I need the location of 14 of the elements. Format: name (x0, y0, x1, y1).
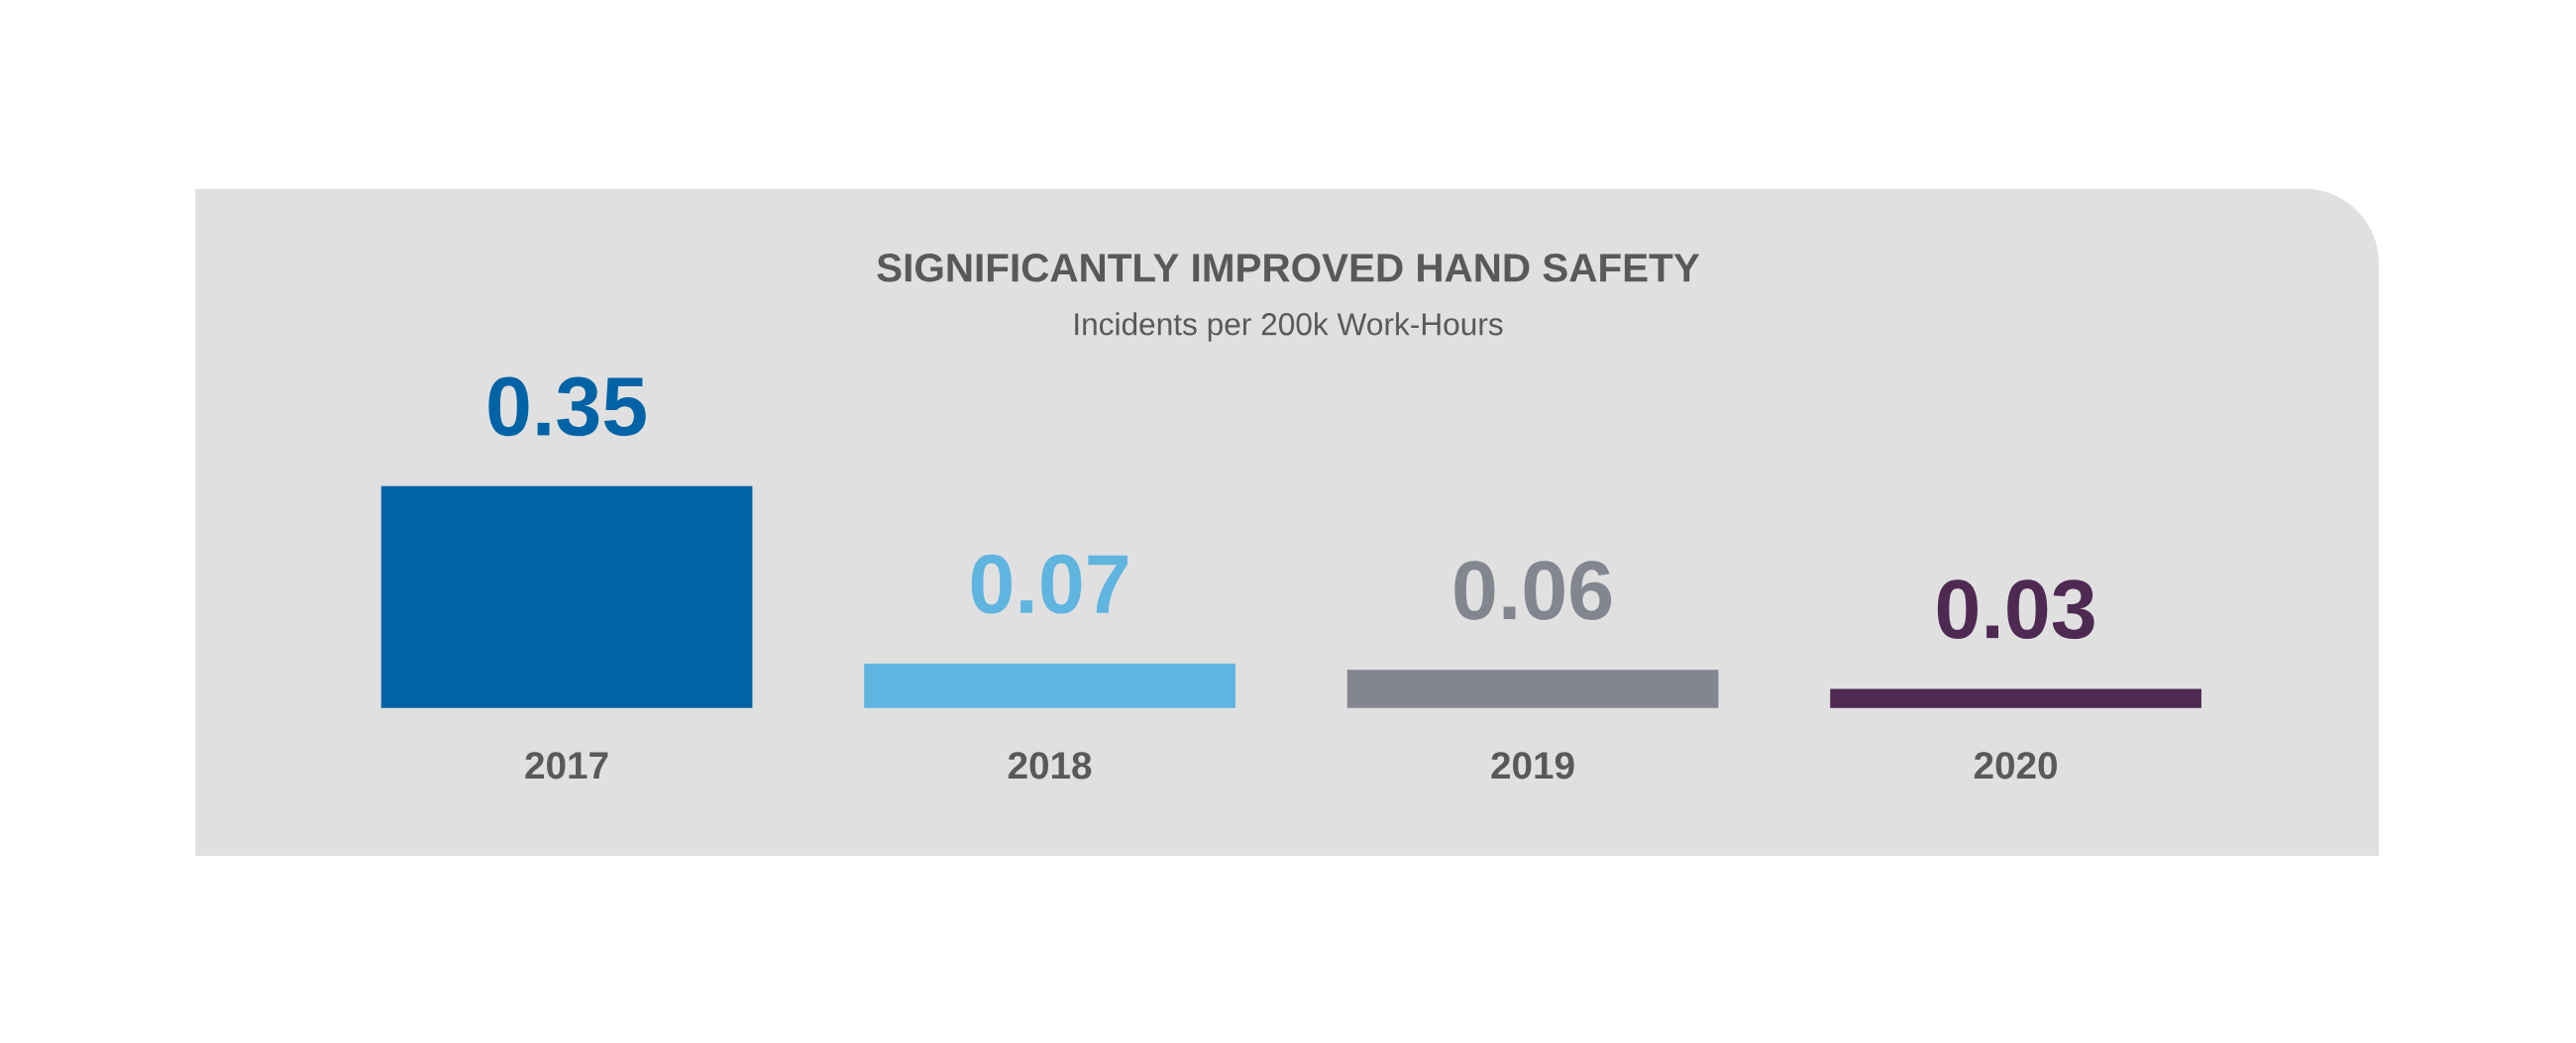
data-label: 0.35 (488, 376, 646, 437)
bar (1830, 688, 2201, 708)
data-label: 0.07 (971, 554, 1127, 614)
x-tick-label: 2018 (1008, 752, 1092, 780)
chart-title: SIGNIFICANTLY IMPROVED HAND SAFETY (877, 253, 1700, 282)
bar (864, 663, 1235, 708)
bar (1346, 670, 1719, 708)
x-tick-label: 2019 (1491, 752, 1574, 780)
data-label: 0.06 (1454, 561, 1612, 620)
x-tick-label: 2020 (1974, 752, 2057, 780)
data-label: 0.03 (1937, 579, 2094, 640)
chart-subtitle: Incidents per 200k Work-Hours (1075, 312, 1503, 342)
x-tick-label: 2017 (525, 752, 608, 780)
bar (380, 485, 753, 708)
